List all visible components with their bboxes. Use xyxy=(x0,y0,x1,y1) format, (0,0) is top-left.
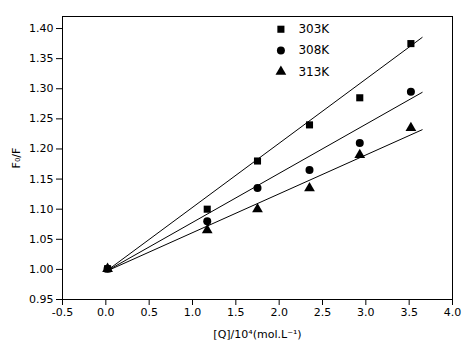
svg-text:1.00: 1.00 xyxy=(29,263,54,276)
svg-text:3.0: 3.0 xyxy=(357,306,375,319)
svg-text:313K: 313K xyxy=(298,65,330,79)
svg-text:1.40: 1.40 xyxy=(29,22,54,35)
svg-text:2.5: 2.5 xyxy=(314,306,332,319)
svg-text:0.5: 0.5 xyxy=(140,306,158,319)
svg-text:[Q]/10⁴(mol.L⁻¹): [Q]/10⁴(mol.L⁻¹) xyxy=(213,328,301,341)
svg-text:3.5: 3.5 xyxy=(400,306,418,319)
svg-text:1.05: 1.05 xyxy=(29,233,54,246)
svg-text:0.95: 0.95 xyxy=(29,293,54,306)
svg-text:2.0: 2.0 xyxy=(270,306,288,319)
svg-text:1.35: 1.35 xyxy=(29,52,54,65)
svg-text:1.10: 1.10 xyxy=(29,203,54,216)
svg-text:1.20: 1.20 xyxy=(29,142,54,155)
svg-text:0.0: 0.0 xyxy=(97,306,115,319)
svg-text:F₀/F: F₀/F xyxy=(10,148,23,169)
svg-text:308K: 308K xyxy=(298,43,330,57)
svg-text:4.0: 4.0 xyxy=(444,306,462,319)
svg-text:1.30: 1.30 xyxy=(29,82,54,95)
svg-text:1.25: 1.25 xyxy=(29,112,54,125)
svg-text:1.5: 1.5 xyxy=(227,306,245,319)
svg-text:1.0: 1.0 xyxy=(184,306,202,319)
svg-text:1.15: 1.15 xyxy=(29,173,54,186)
svg-text:303K: 303K xyxy=(298,22,330,36)
svg-text:-0.5: -0.5 xyxy=(52,306,73,319)
